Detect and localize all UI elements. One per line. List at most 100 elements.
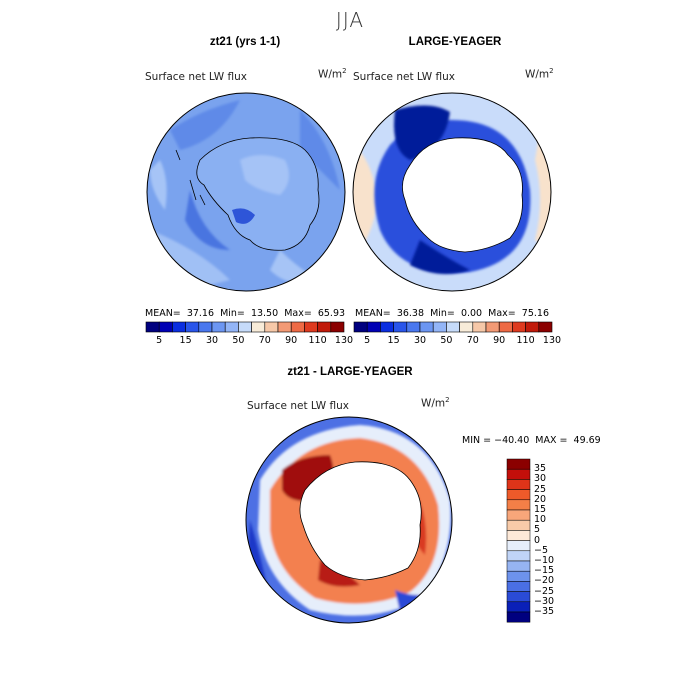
colorbar-tick-label: 90 (493, 335, 506, 346)
diff-colorbar-label: −5 (534, 544, 549, 556)
diff-colorbar-label: 0 (534, 534, 541, 546)
difference-panel-title: zt21 - LARGE-YEAGER (287, 366, 413, 378)
difference-map-border (245, 416, 453, 624)
colorbar-swatch (238, 321, 252, 333)
colorbar-swatch (353, 321, 368, 333)
diff-colorbar-label: 20 (534, 493, 547, 505)
colorbar-swatch (211, 321, 226, 333)
colorbar-swatch (251, 321, 266, 333)
difference-field-label: Surface net LW flux (247, 400, 349, 412)
colorbar-swatch (198, 321, 213, 333)
colorbar-tick-label: 50 (440, 335, 453, 346)
colorbar-swatch (366, 321, 381, 333)
main-title: JJA (335, 8, 365, 32)
left-colorbar (145, 321, 345, 333)
difference-map (246, 417, 452, 623)
colorbar-tick-label: 70 (258, 335, 271, 346)
right-field-label: Surface net LW flux (353, 71, 455, 83)
diff-colorbar-swatch (506, 489, 531, 501)
colorbar-tick-label: 30 (205, 335, 219, 346)
colorbar-swatch (432, 321, 447, 333)
left-map (147, 93, 345, 291)
colorbar-swatch (224, 321, 239, 333)
right-units: W/m2 (525, 67, 554, 81)
colorbar-tick-label: 110 (516, 335, 535, 346)
diff-colorbar-label: 25 (534, 483, 547, 495)
diff-colorbar-swatch (506, 499, 531, 511)
colorbar-swatch (406, 321, 421, 333)
right-map-border (352, 92, 552, 292)
diff-colorbar-swatch (506, 519, 531, 531)
colorbar-tick-label: 5 (156, 335, 163, 346)
diff-colorbar-label: −25 (534, 585, 555, 597)
difference-minmax: MIN = −40.40 MAX = 49.69 (462, 435, 601, 446)
colorbar-tick-label: 70 (466, 335, 479, 346)
colorbar-swatch (459, 321, 474, 333)
colorbar-tick-label: 5 (364, 335, 371, 346)
right-colorbar (353, 321, 553, 333)
colorbar-tick-label: 130 (542, 335, 562, 346)
colorbar-swatch (290, 321, 305, 333)
diff-colorbar-swatch (506, 611, 531, 623)
right-map (353, 93, 551, 291)
colorbar-swatch (538, 321, 553, 333)
colorbar-tick-label: 110 (308, 335, 327, 346)
colorbar-swatch (264, 321, 279, 333)
colorbar-tick-label: 15 (387, 335, 400, 346)
colorbar-swatch (185, 321, 200, 333)
colorbar-tick-label: 50 (232, 335, 245, 346)
colorbar-swatch (317, 321, 332, 333)
diff-colorbar-swatch (506, 601, 531, 613)
colorbar-swatch (472, 321, 487, 333)
diff-colorbar-swatch (506, 530, 531, 541)
left-units: W/m2 (318, 67, 347, 81)
diff-colorbar-swatch (506, 479, 531, 490)
colorbar-swatch (525, 321, 540, 333)
diff-colorbar-swatch (506, 458, 531, 470)
colorbar-swatch (304, 321, 318, 333)
diff-colorbar-swatch (506, 540, 531, 552)
diff-colorbar-swatch (506, 591, 531, 603)
right-stats: MEAN= 36.38 Min= 0.00 Max= 75.16 (355, 308, 549, 319)
diff-colorbar-label: −35 (534, 606, 555, 617)
diff-colorbar-swatch (506, 550, 531, 562)
diff-colorbar-label: −20 (534, 575, 555, 587)
right-panel-title: LARGE-YEAGER (408, 36, 502, 48)
colorbar-swatch (446, 321, 460, 333)
colorbar-tick-label: 30 (413, 335, 427, 346)
diff-colorbar-swatch (506, 570, 531, 582)
colorbar-swatch (277, 321, 292, 333)
diff-colorbar-label: −10 (534, 555, 555, 566)
colorbar-tick-label: 130 (334, 335, 354, 346)
diff-colorbar-label: 30 (534, 473, 547, 485)
difference-colorbar (506, 458, 531, 623)
colorbar-swatch (158, 321, 173, 333)
colorbar-swatch (485, 321, 500, 333)
antarctica-outline-diff (299, 461, 422, 581)
diff-colorbar-swatch (506, 581, 531, 592)
diff-colorbar-label: 10 (534, 514, 547, 526)
difference-units: W/m2 (421, 396, 450, 410)
antarctica-outline-right (402, 137, 523, 253)
diff-colorbar-label: −15 (534, 565, 555, 577)
colorbar-swatch (498, 321, 513, 333)
colorbar-swatch (145, 321, 160, 333)
colorbar-swatch (419, 321, 434, 333)
diff-colorbar-label: 15 (534, 504, 547, 515)
diff-colorbar-label: 35 (534, 463, 547, 475)
antarctica-outline-left (196, 137, 320, 251)
colorbar-swatch (380, 321, 394, 333)
diff-colorbar-swatch (506, 560, 531, 572)
colorbar-swatch (393, 321, 408, 333)
colorbar-tick-label: 15 (179, 335, 192, 346)
colorbar-swatch (330, 321, 345, 333)
left-stats: MEAN= 37.16 Min= 13.50 Max= 65.93 (145, 308, 346, 319)
left-panel-title: zt21 (yrs 1-1) (209, 36, 281, 48)
colorbar-swatch (172, 321, 186, 333)
diff-colorbar-swatch (506, 468, 531, 480)
left-field-label: Surface net LW flux (145, 71, 247, 83)
diff-colorbar-swatch (506, 509, 531, 521)
colorbar-swatch (512, 321, 526, 333)
colorbar-tick-label: 90 (285, 335, 298, 346)
